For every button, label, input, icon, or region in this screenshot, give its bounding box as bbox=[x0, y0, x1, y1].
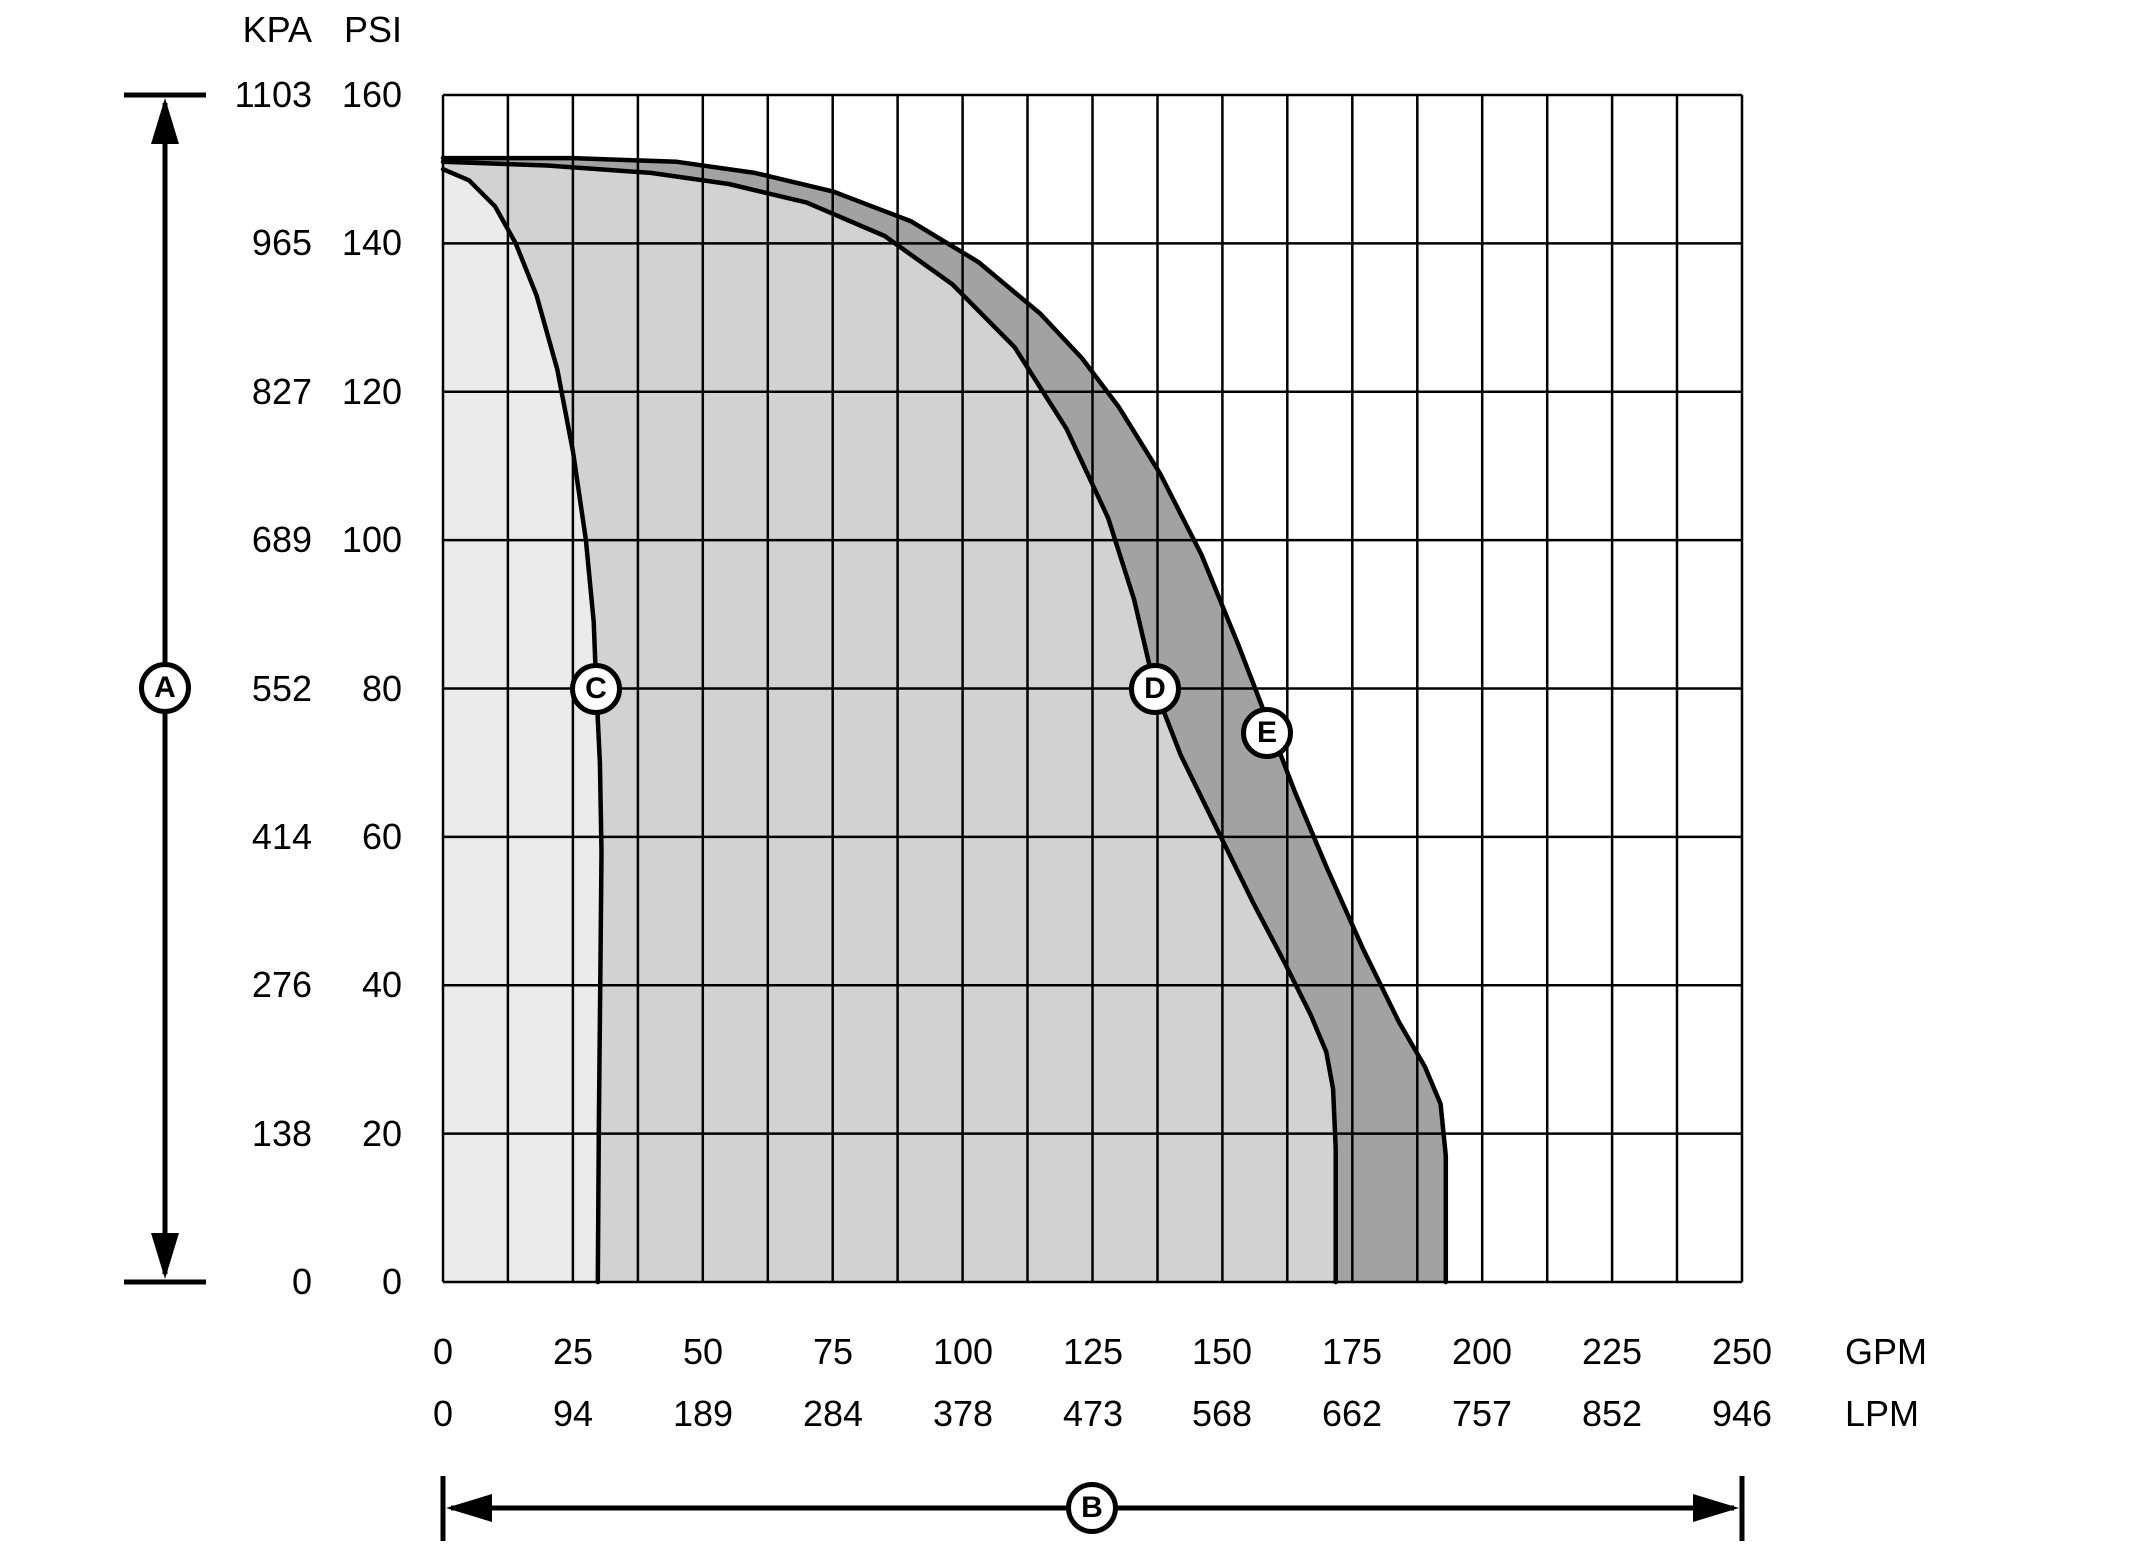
gpm-tick-label: 125 bbox=[1062, 1331, 1124, 1372]
lpm-tick-label: 757 bbox=[1451, 1393, 1513, 1434]
psi-tick-label: 140 bbox=[341, 222, 402, 263]
kpa-tick-label: 552 bbox=[251, 668, 312, 709]
arrow-head-left-icon bbox=[446, 1494, 492, 1522]
curve-c bbox=[440, 166, 604, 1285]
curve-d bbox=[440, 159, 1338, 1285]
psi-tick-label: 0 bbox=[381, 1261, 402, 1302]
curve-label-e: E bbox=[1241, 707, 1293, 759]
region-d bbox=[443, 161, 1336, 1282]
lpm-tick-label: 852 bbox=[1581, 1393, 1643, 1434]
lpm-tick-label: 946 bbox=[1711, 1393, 1773, 1434]
kpa-tick-label: 827 bbox=[251, 371, 312, 412]
gpm-tick-label: 0 bbox=[432, 1331, 454, 1372]
gpm-tick-label: 250 bbox=[1711, 1331, 1773, 1372]
kpa-tick-label: 0 bbox=[291, 1261, 312, 1302]
psi-tick-label: 20 bbox=[361, 1113, 402, 1154]
lpm-tick-label: 0 bbox=[432, 1393, 454, 1434]
arrow-head-down-icon bbox=[151, 1233, 179, 1279]
psi-axis-header: PSI bbox=[343, 9, 402, 50]
lpm-axis-unit: LPM bbox=[1845, 1393, 1920, 1434]
gpm-tick-label: 175 bbox=[1321, 1331, 1383, 1372]
curve-label-c: C bbox=[570, 663, 622, 715]
psi-tick-label: 60 bbox=[361, 816, 402, 857]
psi-tick-label: 120 bbox=[341, 371, 402, 412]
arrow-head-up-icon bbox=[151, 98, 179, 144]
gpm-tick-label: 75 bbox=[812, 1331, 854, 1372]
gpm-axis-unit: GPM bbox=[1845, 1331, 1928, 1372]
lpm-tick-label: 473 bbox=[1062, 1393, 1124, 1434]
curve-e bbox=[440, 155, 1449, 1285]
kpa-tick-label: 138 bbox=[251, 1113, 312, 1154]
psi-tick-label: 160 bbox=[341, 74, 402, 115]
region-c bbox=[443, 169, 602, 1283]
gpm-tick-label: 225 bbox=[1581, 1331, 1643, 1372]
gpm-tick-label: 200 bbox=[1451, 1331, 1513, 1372]
gpm-tick-label: 50 bbox=[682, 1331, 724, 1372]
kpa-tick-label: 1103 bbox=[234, 74, 312, 115]
lpm-tick-label: 94 bbox=[552, 1393, 594, 1434]
kpa-tick-label: 414 bbox=[251, 816, 312, 857]
curve-label-d: D bbox=[1129, 663, 1181, 715]
psi-tick-label: 40 bbox=[361, 964, 402, 1005]
gpm-tick-label: 100 bbox=[932, 1331, 994, 1372]
kpa-tick-label: 689 bbox=[251, 519, 312, 560]
lpm-tick-label: 284 bbox=[802, 1393, 864, 1434]
lpm-tick-label: 378 bbox=[932, 1393, 994, 1434]
arrow-head-right-icon bbox=[1693, 1494, 1739, 1522]
kpa-tick-label: 276 bbox=[251, 964, 312, 1005]
gpm-tick-label: 150 bbox=[1191, 1331, 1253, 1372]
flow-range-label-b: B bbox=[1066, 1482, 1118, 1534]
lpm-tick-label: 189 bbox=[672, 1393, 734, 1434]
lpm-tick-label: 662 bbox=[1321, 1393, 1383, 1434]
gpm-tick-label: 25 bbox=[552, 1331, 594, 1372]
psi-tick-label: 100 bbox=[341, 519, 402, 560]
kpa-axis-header: KPA bbox=[242, 9, 312, 50]
lpm-tick-label: 568 bbox=[1191, 1393, 1253, 1434]
pressure-range-label-a: A bbox=[139, 662, 191, 714]
psi-tick-label: 80 bbox=[361, 668, 402, 709]
kpa-tick-label: 965 bbox=[251, 222, 312, 263]
